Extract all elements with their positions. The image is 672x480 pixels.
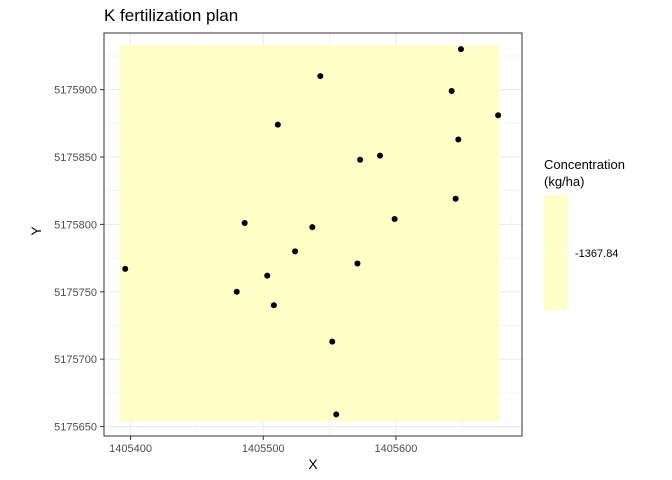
sample-points <box>122 46 502 418</box>
data-point <box>317 73 324 80</box>
data-point <box>391 216 398 222</box>
x-tick-label: 1405500 <box>242 443 285 455</box>
x-axis-title: X <box>308 456 318 472</box>
y-tick-label: 5175900 <box>54 85 97 97</box>
x-axis: 1405400 1405500 1405600 <box>109 436 417 455</box>
legend: Concentration (kg/ha) -1367.84 <box>544 157 625 310</box>
data-point <box>122 265 129 272</box>
legend-title-line-2: (kg/ha) <box>544 174 584 189</box>
concentration-raster <box>119 45 500 422</box>
data-point <box>357 156 364 163</box>
y-tick-label: 5175800 <box>54 219 97 231</box>
legend-title-line-1: Concentration <box>544 157 625 172</box>
y-axis-title: Y <box>28 226 44 236</box>
y-tick-label: 5175850 <box>54 152 97 164</box>
data-point <box>455 136 462 143</box>
data-point <box>270 302 277 309</box>
x-tick-label: 1405600 <box>375 443 418 455</box>
data-point <box>233 288 240 295</box>
y-tick-label: 5175650 <box>54 422 97 434</box>
data-point <box>333 411 340 418</box>
data-point <box>274 121 281 128</box>
data-point <box>377 152 384 159</box>
data-point <box>309 224 316 231</box>
data-point <box>448 87 455 94</box>
y-axis: 5175650 5175700 5175750 5175800 5175850 51759… <box>54 85 104 434</box>
panel-border <box>103 32 523 437</box>
data-point <box>354 260 361 267</box>
chart-title: K fertilization plan <box>104 6 238 25</box>
data-point <box>329 338 336 345</box>
data-point <box>241 220 248 227</box>
legend-value-label: -1367.84 <box>575 248 618 260</box>
x-tick-label: 1405400 <box>109 443 152 455</box>
y-tick-label: 5175750 <box>54 287 97 299</box>
data-point <box>495 112 502 119</box>
plot-panel <box>103 32 523 437</box>
data-point <box>452 195 459 202</box>
y-tick-label: 5175700 <box>54 354 97 366</box>
data-point <box>292 248 299 255</box>
data-point <box>457 46 464 53</box>
data-point <box>264 272 271 279</box>
